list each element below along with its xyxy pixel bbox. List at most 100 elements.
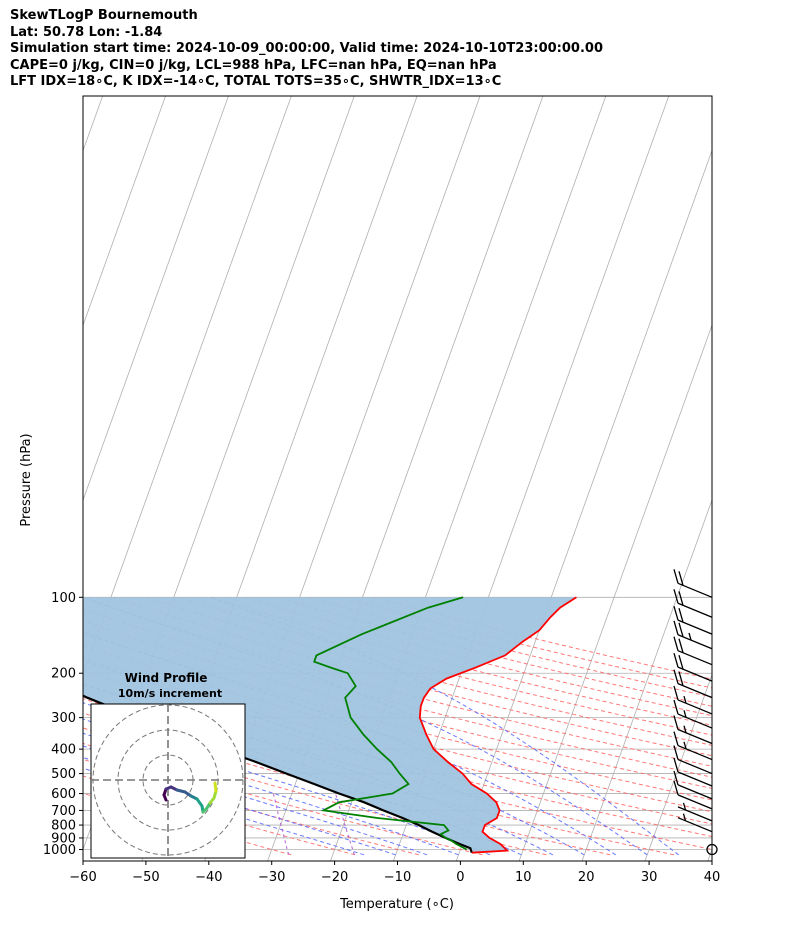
- y-tick-label: 400: [51, 743, 76, 758]
- wind-barb: [673, 731, 713, 761]
- mixing-ratio-line: [335, 793, 355, 855]
- barb-flag: [673, 745, 679, 760]
- wind-barb: [673, 569, 713, 598]
- barb-staff: [677, 582, 713, 598]
- barb-flag: [673, 652, 679, 668]
- isotherm-gridline: [707, 848, 712, 861]
- barb-half: [683, 725, 687, 733]
- wind-barb: [677, 802, 713, 822]
- barb-flag: [673, 636, 679, 651]
- barb-half: [688, 632, 692, 641]
- barb-staff: [677, 758, 713, 775]
- location-line: Lat: 50.78 Lon: -1.84: [10, 24, 163, 40]
- isotherm-gridline: [518, 324, 712, 861]
- x-tick-label: −30: [258, 870, 285, 885]
- hodograph-trace: [213, 781, 218, 793]
- moist-adiabat: [83, 732, 459, 856]
- isotherm-gridline: [83, 96, 229, 502]
- barb-flag: [678, 571, 684, 586]
- barb-staff: [677, 784, 713, 800]
- x-tick-label: −40: [195, 870, 222, 885]
- barb-flag: [678, 654, 684, 670]
- barb-staff: [677, 650, 713, 666]
- calm-circle: [706, 843, 718, 856]
- barb-half: [683, 741, 687, 749]
- y-tick-label: 1000: [43, 843, 76, 858]
- x-tick-label: 30: [641, 870, 658, 885]
- barb-half: [682, 813, 687, 821]
- dry-adiabat: [178, 596, 712, 736]
- x-tick-label: −50: [132, 870, 159, 885]
- dry-adiabat: [83, 742, 483, 856]
- barb-half: [682, 802, 687, 811]
- mixing-ratio-line: [272, 793, 290, 855]
- barb-staff: [677, 744, 713, 761]
- barb-flag: [678, 607, 684, 623]
- barb-half: [683, 695, 687, 704]
- parcel-profile-line: [83, 694, 473, 854]
- barb-staff: [677, 771, 713, 787]
- chart-title: SkewTLogP Bournemouth: [10, 8, 198, 23]
- y-tick-label: 300: [51, 711, 76, 726]
- isotherm-gridline: [581, 498, 712, 861]
- wind-barb: [673, 589, 713, 618]
- wind-barb: [673, 652, 713, 682]
- y-tick-label: 800: [51, 819, 76, 834]
- y-tick-label: 900: [51, 831, 76, 846]
- wind-barb: [677, 813, 713, 833]
- isotherm-gridline: [455, 149, 712, 861]
- barb-staff: [677, 728, 713, 745]
- barb-staff: [677, 806, 713, 822]
- wind-barb: [706, 843, 718, 856]
- y-tick-label: 500: [51, 767, 76, 782]
- isotherm-gridline: [392, 96, 670, 861]
- barb-flag: [673, 569, 679, 584]
- isotherm-gridline: [83, 96, 166, 327]
- barb-staff: [677, 683, 713, 699]
- chart-header: SkewTLogP Bournemouth Lat: 50.78 Lon: -1…: [10, 8, 603, 91]
- index-line: LFT IDX=18∘C, K IDX=-14∘C, TOTAL TOTS=35…: [10, 74, 502, 89]
- isotherm-gridline: [644, 673, 712, 861]
- barb-staff: [677, 666, 713, 682]
- wind-barb: [673, 605, 713, 635]
- x-tick-label: 0: [456, 870, 464, 885]
- barb-flag: [673, 589, 679, 604]
- x-axis-label: Temperature (∘C): [339, 897, 454, 912]
- barb-flag: [673, 757, 679, 773]
- barb-flag: [673, 715, 679, 730]
- barb-half: [683, 710, 687, 718]
- y-tick-label: 100: [51, 591, 76, 606]
- barb-flag: [678, 622, 684, 637]
- wind-barb: [673, 669, 713, 699]
- x-tick-label: 40: [704, 870, 721, 885]
- isotherm-gridline: [83, 96, 292, 676]
- barb-staff: [677, 634, 713, 650]
- barb-staff: [677, 619, 713, 635]
- x-tick-label: 10: [515, 870, 532, 885]
- hodograph-subtitle: 10m/s increment: [118, 687, 222, 700]
- barb-staff: [677, 817, 713, 833]
- temperature-line: [418, 596, 577, 854]
- wind-barb: [673, 780, 713, 810]
- barb-flag: [673, 731, 679, 746]
- barb-flag: [673, 770, 679, 786]
- moist-adiabat: [83, 718, 491, 856]
- barb-flag: [673, 620, 679, 635]
- barb-staff: [677, 602, 713, 618]
- x-tick-label: −10: [384, 870, 411, 885]
- y-axis-label: Pressure (hPa): [19, 433, 34, 526]
- barb-flag: [673, 699, 679, 715]
- wind-barb: [673, 757, 713, 787]
- barb-flag: [678, 671, 684, 686]
- barb-flag: [673, 669, 679, 684]
- x-tick-label: −20: [321, 870, 348, 885]
- wind-barb: [673, 715, 713, 745]
- y-tick-label: 700: [51, 804, 76, 819]
- wind-barb: [673, 745, 713, 775]
- moist-adiabat: [209, 596, 679, 856]
- barb-staff: [677, 713, 713, 729]
- y-tick-label: 200: [51, 667, 76, 682]
- hodograph-title: Wind Profile: [125, 671, 208, 685]
- y-tick-label: 600: [51, 787, 76, 802]
